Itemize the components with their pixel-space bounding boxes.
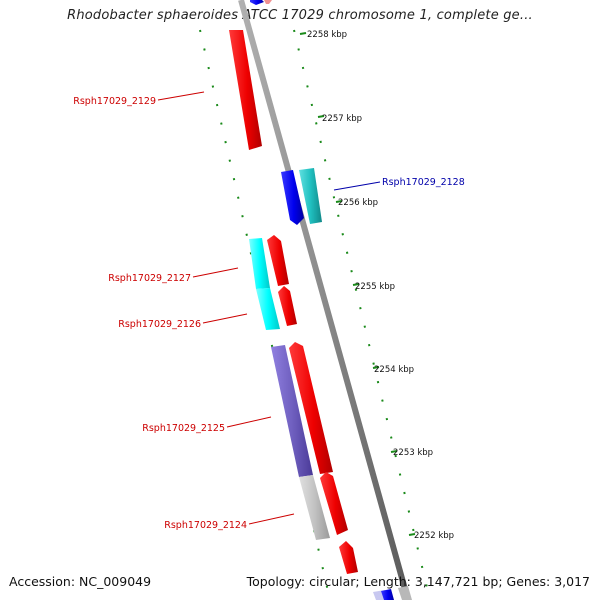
tick-mark-2253 [390, 450, 398, 453]
gene-label-2125[interactable]: Rsph17029_2125 [142, 423, 225, 434]
features [229, 0, 412, 600]
leader-2128 [333, 181, 381, 191]
gene-rsph17029-2129[interactable] [229, 30, 262, 150]
tick-mark-2257 [317, 115, 325, 118]
gene-label-2126[interactable]: Rsph17029_2126 [118, 319, 201, 330]
tick-mark-2255 [352, 283, 360, 286]
tick-mark-2256 [335, 200, 343, 203]
tick-mark-2258 [299, 32, 307, 35]
leader-2126 [202, 313, 248, 324]
leader-2125 [226, 416, 272, 428]
feature-top-blue-partial[interactable] [250, 0, 264, 5]
leader-2129 [157, 91, 205, 101]
feature-bottom-red[interactable] [339, 541, 358, 574]
tick-label-2257: 2257 kbp [322, 114, 362, 124]
tick-mark-2254 [372, 366, 380, 369]
tick-label-2256: 2256 kbp [338, 198, 378, 208]
gene-label-2127[interactable]: Rsph17029_2127 [108, 273, 191, 284]
gene-rsph17029-2126[interactable] [278, 286, 297, 326]
feature-cyan-2127[interactable] [249, 238, 270, 289]
gene-label-2129[interactable]: Rsph17029_2129 [73, 96, 156, 107]
gene-label-2128[interactable]: Rsph17029_2128 [382, 177, 465, 188]
feature-cyan-2126[interactable] [256, 288, 280, 330]
map-title: Rhodobacter sphaeroides ATCC 17029 chrom… [67, 8, 533, 23]
tick-label-2255: 2255 kbp [355, 282, 395, 292]
feature-teal-2128[interactable] [299, 168, 322, 224]
label-leaders [157, 91, 381, 525]
chromosome-backbone [238, 0, 411, 600]
tick-label-2258: 2258 kbp [307, 30, 347, 40]
gene-rsph17029-2127[interactable] [267, 235, 289, 286]
tick-mark-2252 [408, 533, 416, 536]
tick-label-2253: 2253 kbp [393, 448, 433, 458]
feature-purple-2125[interactable] [271, 345, 313, 477]
genome-summary-text: Topology: circular; Length: 3,147,721 bp… [246, 574, 590, 589]
gene-rsph17029-2128[interactable] [281, 170, 304, 225]
gene-label-2124[interactable]: Rsph17029_2124 [164, 520, 247, 531]
feature-gray-2124[interactable] [299, 475, 330, 540]
feature-bottom-gray[interactable] [398, 586, 412, 600]
feature-bottom-blue[interactable] [381, 589, 394, 600]
gene-rsph17029-2125[interactable] [289, 342, 333, 474]
leader-2124 [248, 513, 295, 525]
accession-text: Accession: NC_009049 [9, 574, 152, 589]
tick-label-2254: 2254 kbp [374, 365, 414, 375]
major-ticks [299, 32, 416, 536]
tick-label-2252: 2252 kbp [414, 531, 454, 541]
feature-top-pink-partial[interactable] [264, 0, 272, 4]
gene-rsph17029-2124[interactable] [320, 472, 348, 535]
leader-2127 [192, 267, 239, 278]
